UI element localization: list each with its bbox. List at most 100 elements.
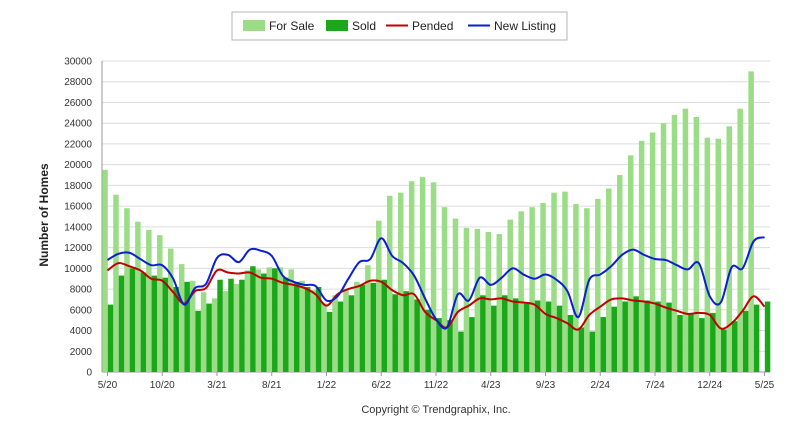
sold-bar — [162, 277, 169, 372]
for-sale-bar — [354, 281, 360, 372]
x-tick-label: 4/23 — [481, 380, 501, 391]
sold-bar — [370, 282, 377, 372]
for-sale-bar — [124, 208, 130, 372]
sold-bar — [326, 311, 333, 372]
for-sale-bar — [343, 289, 349, 372]
sold-bar — [228, 278, 234, 372]
for-sale-bar — [518, 211, 524, 372]
sold-bar — [315, 286, 322, 372]
for-sale-bar — [310, 290, 316, 372]
for-sale-bar — [211, 298, 218, 372]
for-sale-bar — [551, 192, 557, 372]
for-sale-bar — [704, 137, 711, 372]
y-axis-ticks: 0 2000 4000 6000 8000 10000 12000 14000 16000 180… — [64, 57, 92, 379]
for-sale-bar — [430, 182, 437, 372]
y-tick-label: 16000 — [64, 202, 92, 213]
sold-bar — [688, 312, 694, 372]
for-sale-bar — [146, 229, 152, 372]
legend-swatch — [243, 20, 265, 31]
for-sale-bar — [102, 169, 108, 372]
sold-bar — [721, 329, 727, 372]
sold-bar — [140, 272, 147, 372]
sold-bar — [414, 299, 420, 372]
y-tick-label: 6000 — [70, 305, 93, 316]
x-tick-label: 11/22 — [424, 380, 449, 391]
x-tick-label: 7/24 — [645, 380, 665, 391]
sold-bar — [523, 303, 530, 372]
for-sale-bar — [332, 295, 338, 372]
for-sale-bar — [408, 181, 415, 372]
x-tick-label: 10/20 — [150, 380, 175, 391]
sold-bar — [425, 309, 431, 372]
sold-bar — [611, 306, 617, 372]
sold-bar — [239, 279, 245, 372]
for-sale-bar — [573, 204, 579, 372]
y-tick-label: 2000 — [70, 347, 93, 358]
trend-lines — [106, 236, 766, 331]
sold-bar — [710, 312, 716, 372]
for-sale-bar — [376, 220, 382, 372]
for-sale-bar — [200, 292, 207, 372]
for-sale-bar — [288, 269, 294, 372]
y-tick-label: 26000 — [64, 98, 92, 109]
for-sale-bar — [540, 203, 546, 372]
sold-bar — [129, 268, 136, 372]
for-sale-bar — [496, 234, 503, 372]
sold-bar — [480, 295, 486, 372]
sold-bar — [348, 295, 355, 372]
sold-bars — [107, 266, 771, 372]
legend-swatch — [326, 20, 348, 31]
sold-bar — [272, 268, 278, 372]
y-tick-label: 28000 — [64, 77, 92, 88]
sold-bar — [261, 273, 267, 372]
for-sale-bar — [649, 132, 656, 372]
sold-bar — [118, 275, 125, 372]
sold-bar — [458, 331, 464, 372]
sold-bar — [392, 294, 398, 372]
new-listing-line — [106, 236, 765, 330]
sold-bar — [545, 301, 552, 372]
for-sale-bar — [222, 291, 229, 372]
y-tick-label: 18000 — [64, 181, 92, 192]
for-sale-bar — [255, 269, 262, 372]
sold-bar — [293, 281, 300, 372]
y-tick-label: 12000 — [64, 243, 92, 254]
for-sale-bar — [748, 71, 754, 372]
x-tick-label: 12/24 — [697, 380, 722, 391]
sold-bar — [403, 291, 409, 372]
for-sale-bar — [365, 265, 371, 372]
sold-bar — [534, 300, 541, 372]
sold-bar — [206, 303, 212, 372]
for-sale-bar — [387, 195, 393, 372]
legend-label: For Sale — [269, 19, 315, 33]
for-sale-bars — [102, 71, 754, 372]
sold-bar — [742, 310, 749, 372]
for-sale-bar — [168, 248, 174, 372]
sold-bar — [578, 327, 585, 372]
sold-bar — [731, 321, 738, 372]
y-tick-label: 8000 — [70, 285, 93, 296]
x-tick-label: 3/21 — [207, 380, 227, 391]
for-sale-bar — [606, 188, 612, 372]
sold-bar — [107, 304, 114, 372]
for-sale-bar — [157, 235, 163, 372]
sold-bar — [644, 300, 650, 372]
for-sale-bar — [485, 232, 492, 372]
sold-bar — [304, 286, 311, 372]
for-sale-bar — [638, 140, 645, 372]
sold-bar — [764, 301, 771, 372]
sold-bar — [250, 266, 256, 372]
legend: For Sale Sold Pended New Listing — [231, 11, 568, 41]
sold-bar — [512, 298, 519, 372]
sold-bar — [633, 296, 639, 372]
sold-bar — [381, 279, 388, 372]
for-sale-bar — [189, 280, 196, 372]
sold-bar — [151, 275, 158, 372]
sold-bar — [282, 277, 289, 372]
sold-bar — [337, 301, 344, 372]
sold-bar — [666, 302, 672, 372]
for-sale-bar — [616, 175, 623, 372]
sold-bar — [173, 286, 179, 372]
for-sale-bar — [682, 108, 689, 372]
